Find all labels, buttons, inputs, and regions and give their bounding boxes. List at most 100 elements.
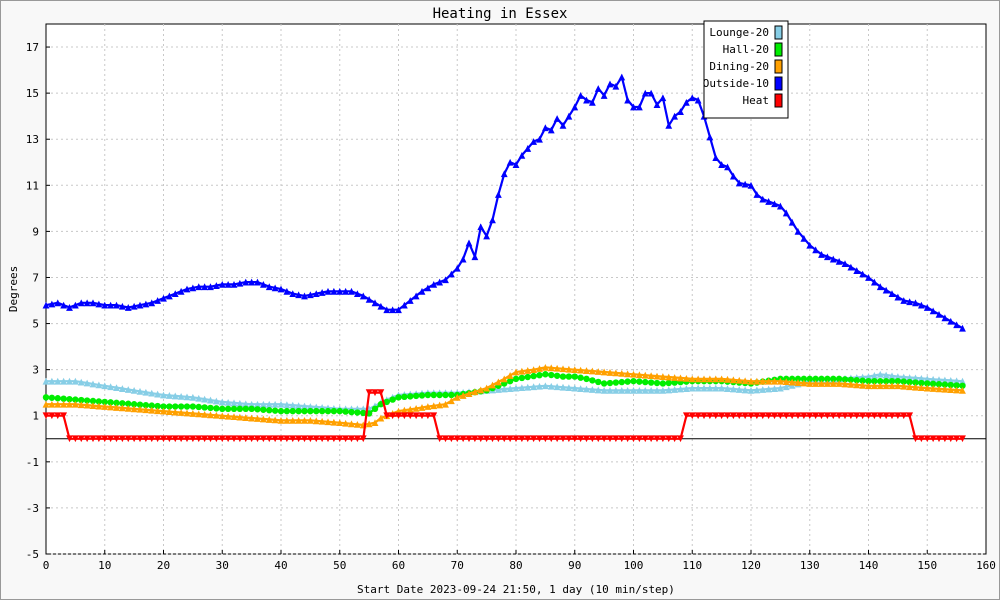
data-point (101, 403, 109, 410)
data-point (66, 304, 73, 311)
data-point (113, 404, 120, 411)
data-point (606, 379, 614, 387)
y-tick-label: -3 (26, 502, 39, 515)
data-point (677, 435, 684, 443)
data-point (195, 283, 203, 291)
data-point (677, 108, 684, 115)
data-point (935, 385, 943, 393)
data-point (118, 385, 126, 392)
data-point (800, 379, 808, 387)
data-point (183, 435, 191, 443)
data-point (682, 412, 690, 420)
data-point (759, 195, 767, 203)
data-point (841, 376, 849, 383)
data-point (171, 435, 179, 443)
data-point (865, 382, 872, 390)
data-point (265, 435, 273, 443)
data-point (806, 241, 814, 249)
data-point (160, 407, 167, 415)
data-point (694, 96, 702, 104)
data-point (42, 412, 50, 420)
data-point (894, 412, 902, 420)
data-point (160, 294, 167, 302)
data-point (553, 115, 561, 122)
data-point (277, 400, 285, 408)
data-point (524, 435, 532, 443)
data-point (383, 412, 391, 420)
data-point (606, 435, 614, 443)
data-point (565, 365, 573, 373)
data-point (589, 377, 596, 384)
data-point (536, 371, 543, 379)
data-point (172, 403, 179, 410)
data-point (677, 374, 684, 382)
data-point (877, 377, 884, 385)
data-point (313, 407, 320, 415)
data-point (330, 287, 338, 295)
data-point (647, 386, 655, 394)
data-point (765, 412, 773, 420)
data-point (295, 416, 303, 424)
data-point (536, 365, 543, 372)
data-point (794, 379, 802, 386)
data-point (912, 383, 919, 391)
data-point (130, 386, 138, 394)
x-tick-label: 40 (274, 559, 287, 572)
data-point (154, 407, 162, 415)
data-point (195, 394, 203, 402)
data-point (806, 380, 814, 387)
data-point (171, 290, 179, 298)
data-point (606, 369, 614, 376)
data-point (536, 135, 543, 143)
data-point (365, 420, 373, 428)
data-point (935, 310, 943, 318)
data-point (847, 376, 855, 383)
data-point (888, 372, 896, 380)
data-point (295, 291, 303, 299)
data-point (588, 386, 596, 393)
data-point (353, 420, 361, 428)
data-point (160, 403, 167, 410)
data-point (371, 389, 379, 397)
data-point (729, 172, 737, 180)
data-point (283, 407, 291, 415)
data-point (794, 412, 802, 420)
data-point (101, 435, 109, 443)
data-point (301, 402, 308, 410)
data-point (494, 435, 502, 443)
data-point (894, 382, 902, 390)
x-tick-label: 130 (800, 559, 820, 572)
data-point (835, 412, 843, 420)
data-point (600, 368, 608, 376)
x-tick-label: 80 (509, 559, 522, 572)
data-point (700, 412, 708, 420)
data-point (865, 412, 872, 420)
data-point (48, 412, 56, 420)
data-point (800, 234, 808, 242)
data-point (406, 412, 414, 420)
data-point (659, 386, 667, 394)
data-point (659, 94, 667, 102)
data-point (700, 375, 708, 383)
data-point (148, 389, 156, 397)
data-point (888, 290, 896, 298)
data-point (259, 280, 267, 288)
data-point (929, 307, 937, 315)
data-point (577, 385, 585, 392)
data-point (371, 405, 379, 413)
data-point (547, 382, 555, 390)
data-point (389, 396, 396, 403)
data-point (706, 375, 714, 383)
data-point (400, 412, 408, 420)
data-point (947, 381, 954, 389)
data-point (818, 380, 825, 387)
data-point (853, 381, 861, 389)
data-point (101, 382, 109, 390)
data-point (606, 80, 614, 88)
data-point (542, 371, 549, 378)
data-point (295, 407, 302, 415)
data-point (630, 370, 637, 378)
data-point (718, 161, 726, 168)
data-point (207, 404, 214, 412)
data-point (518, 367, 526, 375)
